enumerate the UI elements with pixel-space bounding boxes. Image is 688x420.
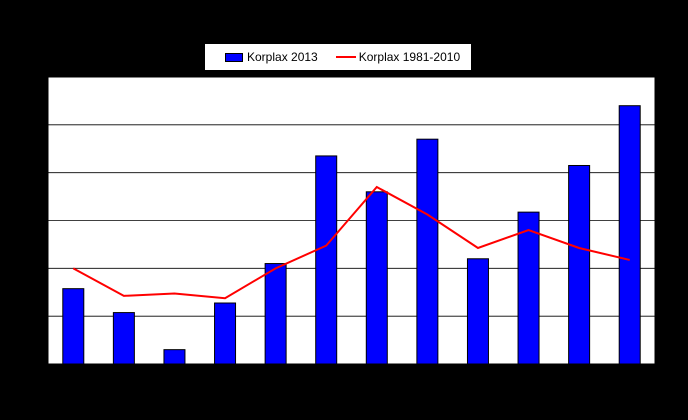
bar-1	[62, 288, 85, 365]
normal-line-series	[72, 185, 630, 300]
legend-bar-label: Korplax 2013	[247, 50, 318, 64]
legend-item-bar: Korplax 2013	[205, 50, 318, 64]
bar-11	[568, 164, 591, 365]
bar-7	[365, 191, 388, 365]
bar-series	[62, 105, 641, 365]
legend-bar-swatch	[225, 52, 243, 62]
bar-2	[112, 312, 135, 365]
bar-8	[416, 138, 439, 365]
bar-3	[163, 349, 186, 365]
bar-10	[517, 211, 540, 365]
bar-6	[315, 155, 338, 365]
bar-12	[618, 105, 641, 365]
bar-9	[466, 258, 489, 365]
legend-line-label: Korplax 1981-2010	[358, 50, 461, 64]
bar-5	[264, 263, 287, 365]
gridlines	[48, 76, 655, 317]
legend: Korplax 2013 Korplax 1981-2010	[205, 44, 471, 70]
legend-line-swatch	[335, 56, 356, 58]
legend-item-line: Korplax 1981-2010	[318, 50, 460, 64]
bar-4	[214, 302, 237, 365]
